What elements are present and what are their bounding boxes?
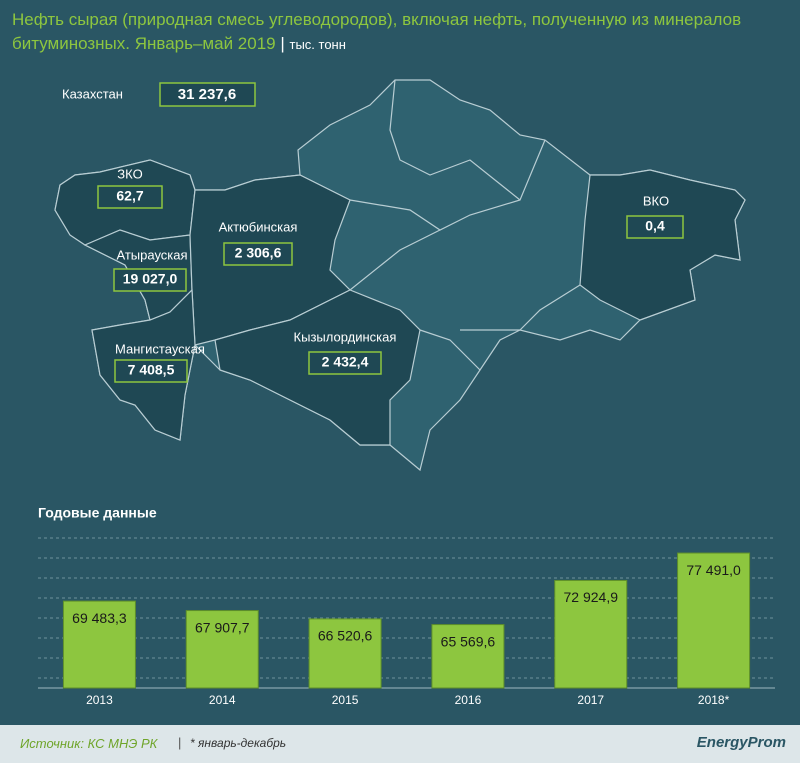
- region-value: 0,4: [645, 218, 665, 234]
- x-tick-label: 2013: [86, 693, 113, 707]
- bar: [431, 624, 505, 689]
- region: [579, 169, 746, 321]
- header-title: Нефть сырая (природная смесь углеводород…: [12, 10, 742, 53]
- value-label: 72 924,9: [564, 589, 619, 605]
- map-total-value: 31 237,6: [178, 86, 236, 103]
- value-box: [308, 351, 382, 375]
- map-total-name: Казахстан: [62, 86, 123, 101]
- bar: [62, 600, 136, 689]
- border: [349, 229, 441, 291]
- value-box: [97, 185, 163, 209]
- value-box: [626, 215, 684, 239]
- value-label: 65 569,6: [441, 633, 496, 649]
- note: * январь-декабрь: [190, 736, 287, 750]
- value-box: [114, 359, 188, 383]
- x-tick-label: 2015: [332, 693, 359, 707]
- x-tick-label: 2014: [209, 693, 236, 707]
- region-value: 7 408,5: [128, 362, 175, 378]
- x-tick-label: 2018*: [698, 693, 730, 707]
- region-value: 62,7: [116, 188, 143, 204]
- chart-title: Годовые данные: [38, 505, 157, 521]
- region-name: Кызылординская: [294, 329, 397, 344]
- bar: [554, 579, 628, 689]
- logo: EnergyProm: [696, 734, 786, 751]
- region-name: Актюбинская: [219, 219, 298, 234]
- region-value: 2 432,4: [322, 354, 369, 370]
- border: [389, 79, 521, 201]
- value-label: 77 491,0: [686, 562, 741, 578]
- header-unit: тыс. тонн: [289, 37, 346, 52]
- border: [419, 329, 481, 371]
- value-box: [113, 268, 187, 292]
- header: Нефть сырая (природная смесь углеводород…: [12, 10, 742, 53]
- value-label: 69 483,3: [72, 610, 127, 626]
- border: [519, 284, 581, 331]
- source: Источник: КС МНЭ РК: [20, 736, 158, 751]
- x-tick-label: 2017: [577, 693, 604, 707]
- bar-chart: 2013 69 483,3 2014 67 907,7 2015 66 520,6 2016…: [38, 537, 775, 707]
- value-box: [223, 242, 293, 266]
- footer: Источник: КС МНЭ РК | * январь-декабрь E…: [0, 725, 800, 763]
- bar: [677, 552, 751, 689]
- value-label: 67 907,7: [195, 619, 250, 635]
- bar: [185, 610, 259, 689]
- region-value: 19 027,0: [123, 271, 178, 287]
- region-name: Мангистауская: [115, 341, 205, 356]
- region-name: Атырауская: [116, 247, 187, 262]
- region-name: ВКО: [643, 193, 669, 208]
- map-labels: Казахстан 31 237,6 ЗКО 62,7 Актюбинская …: [62, 82, 684, 383]
- value-box: [159, 82, 256, 107]
- value-label: 66 520,6: [318, 628, 373, 644]
- region-value: 2 306,6: [235, 245, 282, 261]
- region-name: ЗКО: [117, 166, 142, 181]
- bar: [308, 618, 382, 689]
- x-tick-label: 2016: [455, 693, 482, 707]
